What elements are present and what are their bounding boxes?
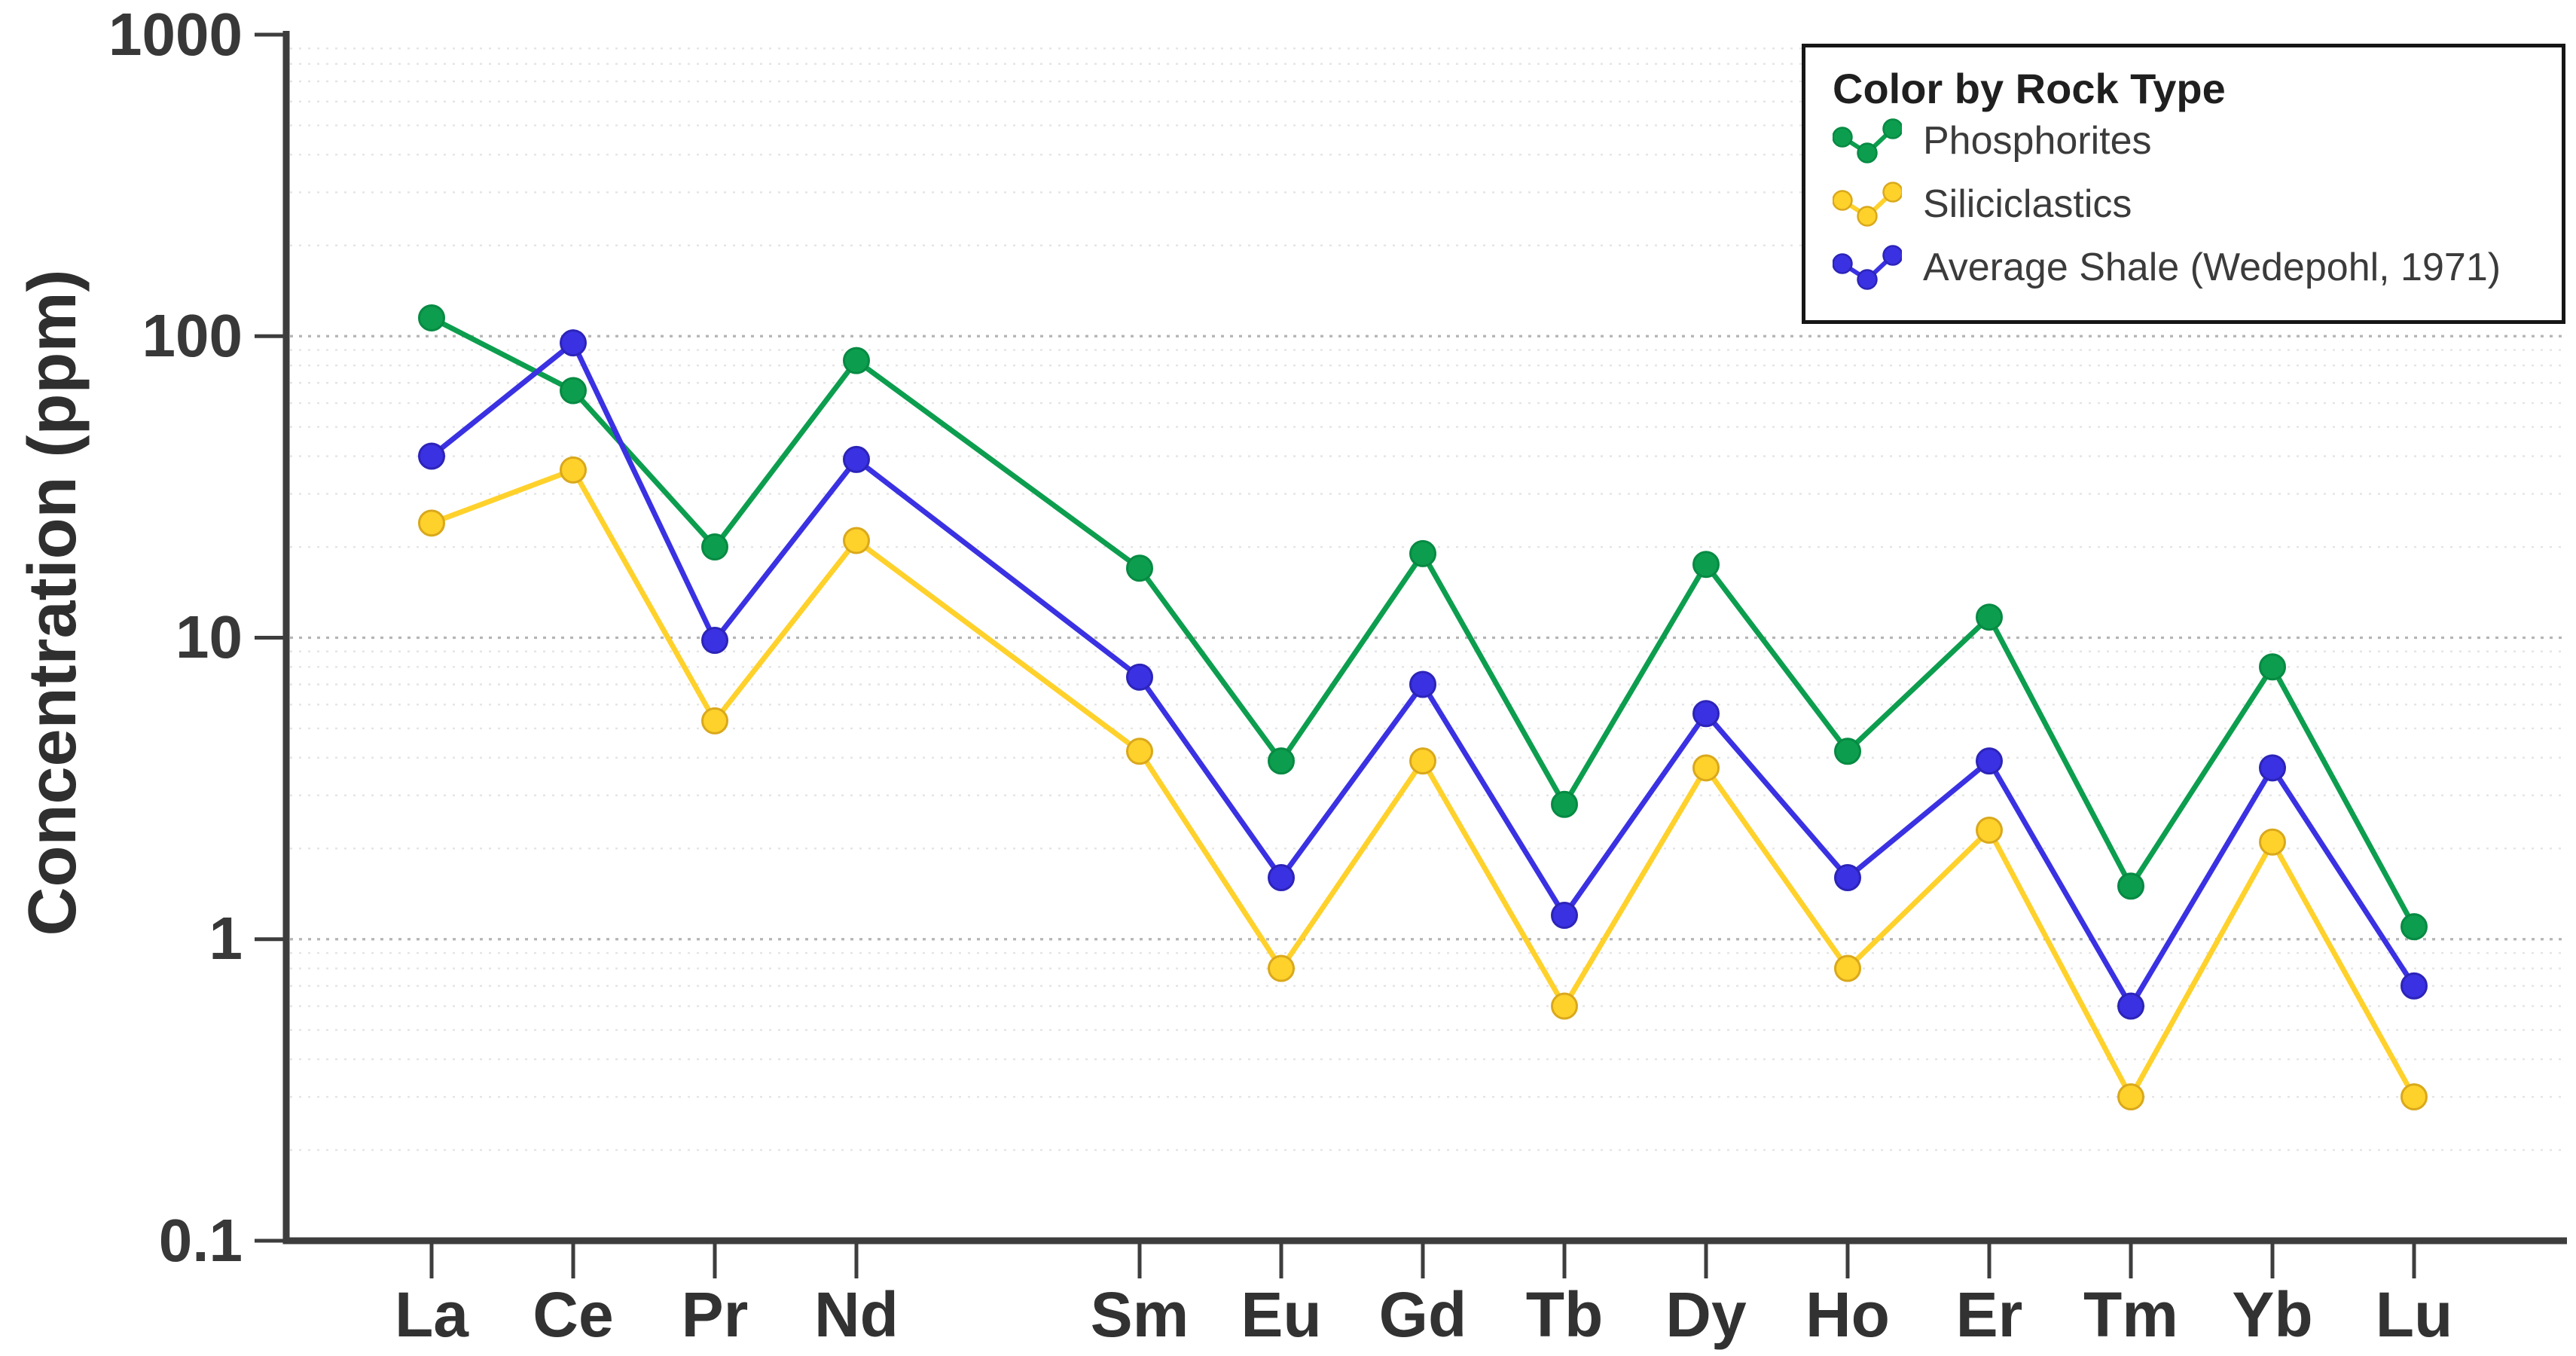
x-tick-label-er: Er bbox=[1955, 1279, 2023, 1350]
x-tick-label-eu: Eu bbox=[1241, 1279, 1322, 1350]
x-tick-label-ce: Ce bbox=[533, 1279, 614, 1350]
legend-entry-siliciclastics: Siliciclastics bbox=[1833, 180, 2132, 228]
legend-entry-label: Phosphorites bbox=[1923, 119, 2152, 163]
legend-title: Color by Rock Type bbox=[1833, 65, 2226, 112]
legend-entry-label: Average Shale (Wedepohl, 1971) bbox=[1923, 246, 2501, 289]
x-tick-label-sm: Sm bbox=[1090, 1279, 1189, 1350]
x-tick-label-dy: Dy bbox=[1665, 1279, 1747, 1350]
x-tick-label-lu: Lu bbox=[2375, 1279, 2453, 1350]
y-tick-label-1: 1 bbox=[209, 905, 243, 972]
phosphorites-series-icon bbox=[1833, 118, 1902, 163]
legend-entry-phosphorites: Phosphorites bbox=[1833, 117, 2152, 165]
x-tick-label-nd: Nd bbox=[814, 1279, 899, 1350]
x-tick-label-la: La bbox=[394, 1279, 469, 1350]
legend-entry-label: Siliciclastics bbox=[1923, 182, 2132, 226]
y-tick-label-100: 100 bbox=[142, 302, 243, 369]
y-tick-label-1000: 1000 bbox=[108, 1, 243, 68]
y-tick-label-0-1: 0.1 bbox=[158, 1207, 243, 1274]
x-tick-label-tm: Tm bbox=[2083, 1279, 2178, 1350]
legend-entry-average-shale: Average Shale (Wedepohl, 1971) bbox=[1833, 243, 2501, 292]
average-shale-series-icon bbox=[1833, 245, 1902, 290]
legend: Color by Rock Type Phosphorites Silicicl… bbox=[1802, 44, 2565, 324]
y-tick-label-10: 10 bbox=[175, 603, 243, 670]
x-tick-label-ho: Ho bbox=[1805, 1279, 1890, 1350]
x-tick-label-gd: Gd bbox=[1378, 1279, 1467, 1350]
x-tick-label-tb: Tb bbox=[1525, 1279, 1604, 1350]
x-tick-label-yb: Yb bbox=[2232, 1279, 2313, 1350]
siliciclastics-series-icon bbox=[1833, 182, 1902, 227]
x-tick-label-pr: Pr bbox=[681, 1279, 749, 1350]
